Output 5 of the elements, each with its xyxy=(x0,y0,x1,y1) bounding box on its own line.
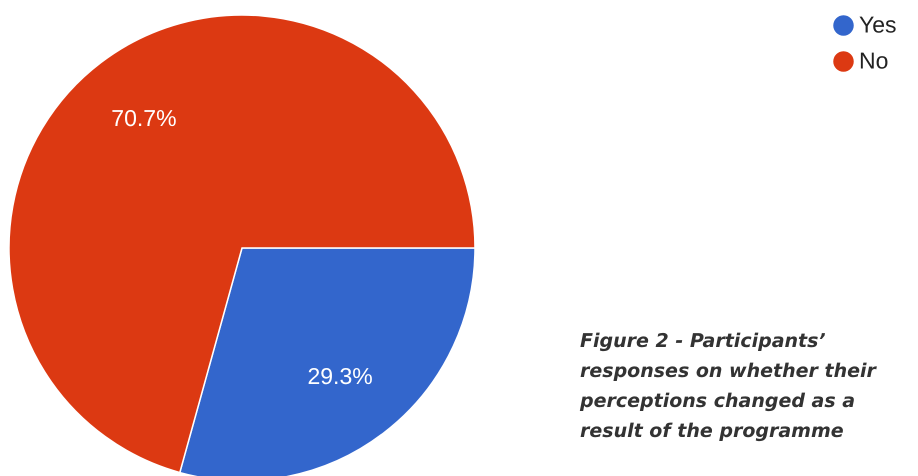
legend-label: Yes xyxy=(859,12,897,38)
caption: Figure 2 - Participants’ responses on whether their perceptions changed as a result of the programme xyxy=(580,329,878,444)
data-label: 70.7% xyxy=(111,105,177,132)
data-label: 29.3% xyxy=(307,362,373,389)
legend-label: No xyxy=(859,48,888,74)
